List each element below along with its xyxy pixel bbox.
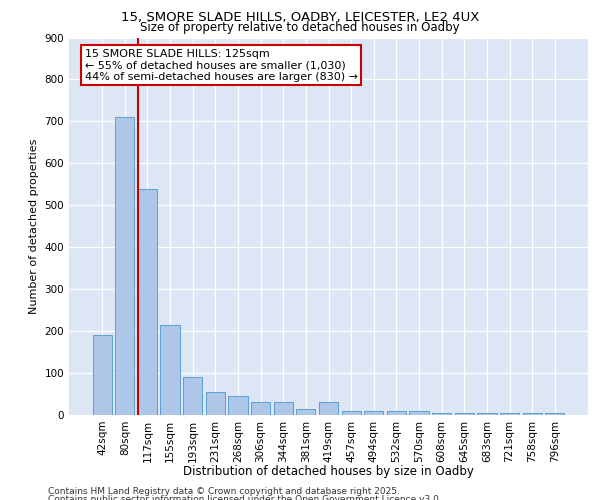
Bar — [138, 188, 157, 415]
Bar — [229, 396, 248, 415]
Bar — [341, 411, 361, 415]
Bar — [455, 413, 474, 415]
Bar — [274, 402, 293, 415]
Bar — [160, 325, 180, 415]
Text: Contains HM Land Registry data © Crown copyright and database right 2025.: Contains HM Land Registry data © Crown c… — [48, 487, 400, 496]
Bar — [206, 392, 225, 415]
Bar — [523, 413, 542, 415]
Bar — [432, 413, 451, 415]
Bar — [364, 411, 383, 415]
Bar — [409, 411, 428, 415]
Bar — [545, 413, 565, 415]
Text: Size of property relative to detached houses in Oadby: Size of property relative to detached ho… — [140, 21, 460, 34]
Bar — [251, 402, 270, 415]
Bar — [387, 411, 406, 415]
Bar — [477, 413, 497, 415]
Text: 15, SMORE SLADE HILLS, OADBY, LEICESTER, LE2 4UX: 15, SMORE SLADE HILLS, OADBY, LEICESTER,… — [121, 11, 479, 24]
Text: 15 SMORE SLADE HILLS: 125sqm
← 55% of detached houses are smaller (1,030)
44% of: 15 SMORE SLADE HILLS: 125sqm ← 55% of de… — [85, 49, 358, 82]
Bar — [92, 336, 112, 415]
Bar — [183, 377, 202, 415]
Text: Contains public sector information licensed under the Open Government Licence v3: Contains public sector information licen… — [48, 495, 442, 500]
Bar — [319, 402, 338, 415]
Y-axis label: Number of detached properties: Number of detached properties — [29, 138, 39, 314]
X-axis label: Distribution of detached houses by size in Oadby: Distribution of detached houses by size … — [183, 465, 474, 478]
Bar — [500, 413, 519, 415]
Bar — [115, 117, 134, 415]
Bar — [296, 408, 316, 415]
